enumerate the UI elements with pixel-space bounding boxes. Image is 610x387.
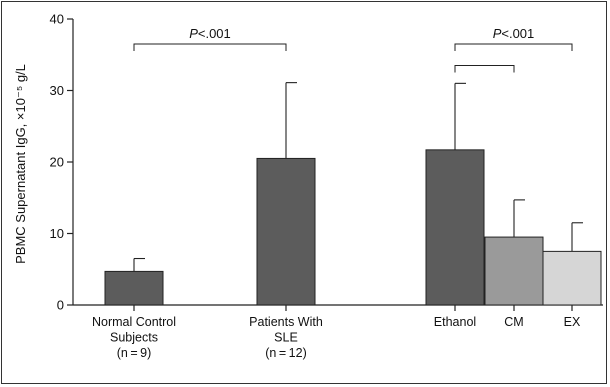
y-tick-label: 10 <box>50 226 64 241</box>
category-label: Subjects <box>110 331 158 345</box>
p-value-label: P<.001 <box>189 26 231 41</box>
bracket <box>133 43 287 52</box>
bar <box>425 149 485 306</box>
category-label: EX <box>564 315 581 329</box>
category-label: Normal Control <box>92 315 176 329</box>
bar <box>256 157 316 306</box>
y-tick-label: 30 <box>50 83 64 98</box>
error-bars <box>133 82 583 272</box>
significance-brackets: P<.001 P<.001 <box>133 26 573 73</box>
p-symbol: P <box>189 26 198 41</box>
category-label: (n = 12) <box>265 346 307 360</box>
p-symbol: P <box>493 26 502 41</box>
y-axis-label: PBMC Supernatant IgG, ×10⁻⁵ g/L <box>13 64 28 264</box>
p-threshold: <.001 <box>501 26 534 41</box>
category-label: (n = 9) <box>117 346 152 360</box>
p-value-label: P<.001 <box>493 26 535 41</box>
category-label: SLE <box>274 331 298 345</box>
bar <box>104 270 164 306</box>
y-tick-label: 40 <box>50 12 64 27</box>
bracket <box>454 43 573 52</box>
category-label: Patients With <box>249 315 323 329</box>
category-label: CM <box>504 315 523 329</box>
category-label: Ethanol <box>434 315 476 329</box>
y-tick-label: 0 <box>57 298 64 313</box>
bracket <box>454 64 515 73</box>
bar <box>542 250 602 306</box>
bar <box>484 236 544 306</box>
category-labels: Normal Control Subjects(n = 9) Patients Wi… <box>92 315 581 360</box>
p-threshold: <.001 <box>198 26 231 41</box>
y-tick-label: 20 <box>50 155 64 170</box>
bars <box>104 149 602 306</box>
